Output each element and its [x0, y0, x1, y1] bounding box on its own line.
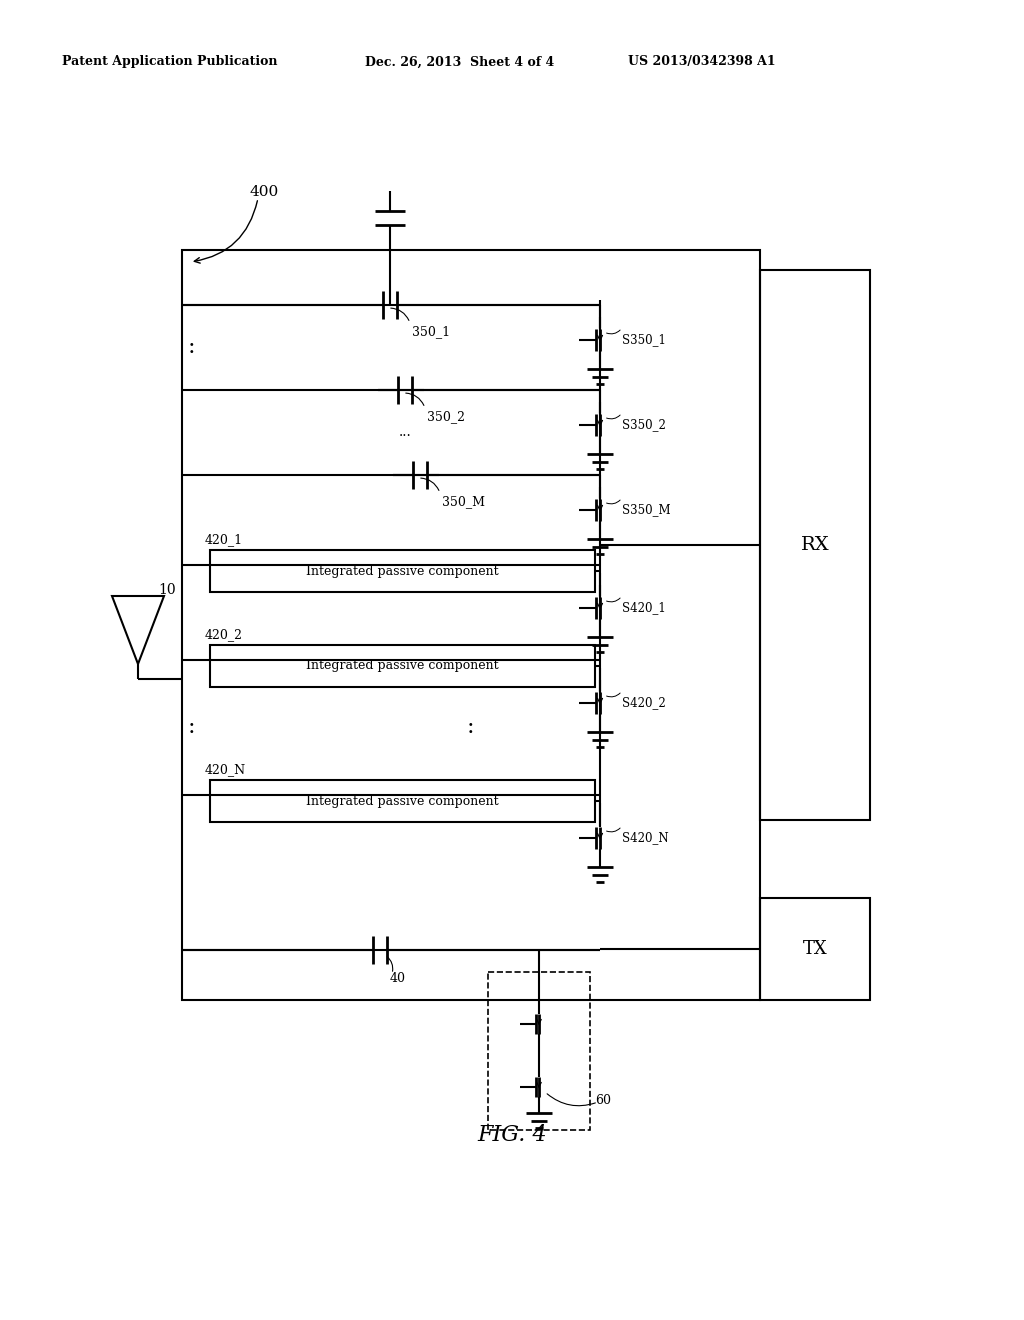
Text: Dec. 26, 2013  Sheet 4 of 4: Dec. 26, 2013 Sheet 4 of 4 [365, 55, 554, 69]
Bar [488, 972, 590, 1130]
Text: Integrated passive component: Integrated passive component [306, 565, 499, 578]
Text: 60: 60 [595, 1093, 611, 1106]
Text: 420_N: 420_N [205, 763, 246, 776]
Text: 10: 10 [158, 583, 176, 597]
Bar [760, 271, 870, 820]
Text: 350_1: 350_1 [412, 325, 451, 338]
Text: 420_2: 420_2 [205, 628, 243, 642]
Bar [760, 898, 870, 1001]
Text: S420_2: S420_2 [622, 697, 666, 710]
Bar [210, 645, 595, 686]
Text: TX: TX [803, 940, 827, 958]
Text: :: : [466, 715, 474, 738]
Text: :: : [188, 337, 196, 358]
Bar [182, 249, 760, 1001]
Bar [210, 550, 595, 591]
Text: S350_2: S350_2 [622, 418, 666, 432]
Text: Integrated passive component: Integrated passive component [306, 660, 499, 672]
Text: S350_1: S350_1 [622, 334, 666, 346]
Text: 350_2: 350_2 [427, 411, 465, 422]
Text: 40: 40 [390, 972, 406, 985]
Text: :: : [188, 715, 196, 738]
Text: US 2013/0342398 A1: US 2013/0342398 A1 [628, 55, 775, 69]
Text: Integrated passive component: Integrated passive component [306, 795, 499, 808]
Bar [210, 780, 595, 822]
Text: S350_M: S350_M [622, 503, 671, 516]
Text: ...: ... [398, 425, 412, 440]
Text: RX: RX [801, 536, 829, 554]
Text: Patent Application Publication: Patent Application Publication [62, 55, 278, 69]
Text: 400: 400 [250, 185, 280, 199]
Text: S420_N: S420_N [622, 832, 669, 845]
Text: S420_1: S420_1 [622, 602, 666, 615]
Text: 350_M: 350_M [442, 495, 485, 508]
Text: FIG. 4: FIG. 4 [477, 1125, 547, 1146]
Text: 420_1: 420_1 [205, 533, 243, 546]
